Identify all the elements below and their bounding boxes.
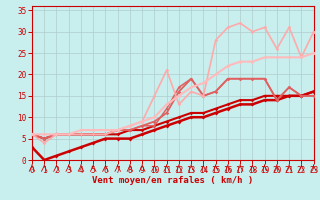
X-axis label: Vent moyen/en rafales ( km/h ): Vent moyen/en rafales ( km/h )	[92, 176, 253, 185]
